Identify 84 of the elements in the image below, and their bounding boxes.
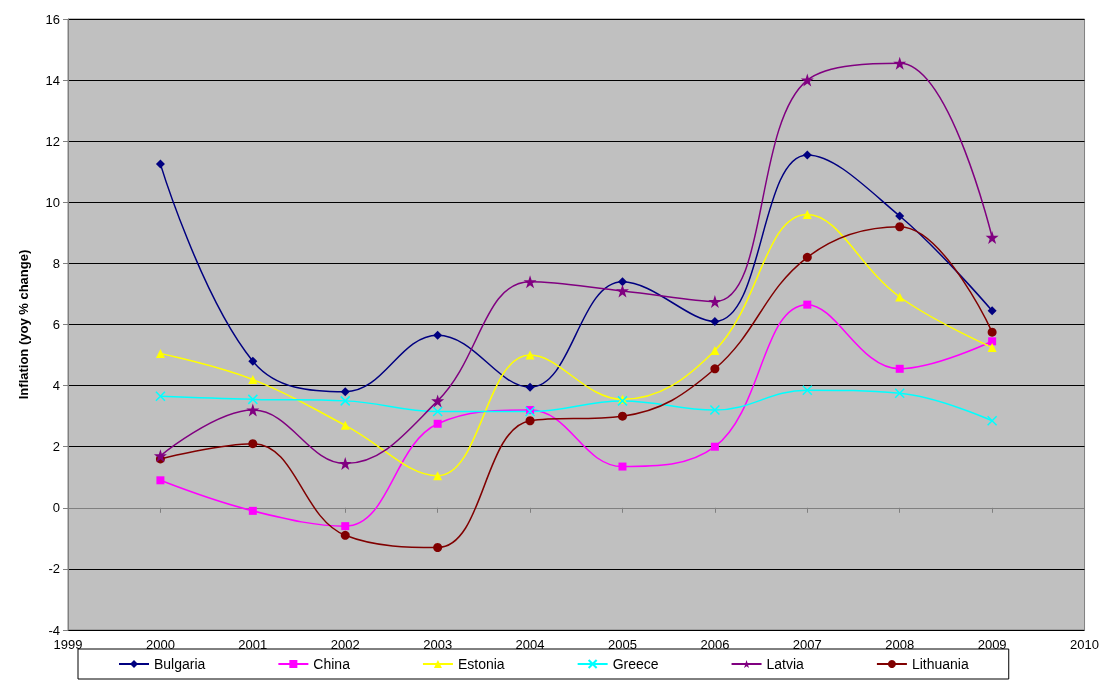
- point: [802, 150, 812, 160]
- point: [340, 387, 350, 397]
- point: [433, 543, 443, 553]
- point: [156, 476, 165, 485]
- point: [895, 211, 905, 221]
- x-tick-label: 2006: [700, 637, 730, 652]
- point: [709, 404, 721, 416]
- point: [155, 391, 166, 402]
- x-tick-label: 2002: [330, 637, 360, 652]
- x-tick-label: 2007: [792, 637, 822, 652]
- point: [340, 530, 350, 540]
- y-tick-label: 16: [45, 11, 60, 27]
- point: [708, 295, 722, 309]
- point: [710, 364, 720, 374]
- point: [895, 364, 904, 373]
- point: [803, 300, 812, 309]
- point: [340, 420, 350, 430]
- point: [246, 403, 260, 417]
- point: [710, 442, 719, 451]
- y-tick-label: 4: [52, 378, 60, 394]
- point: [339, 395, 351, 407]
- x-tick-label: 2009: [977, 637, 1007, 652]
- point: [615, 284, 629, 298]
- point: [155, 159, 165, 169]
- point: [710, 345, 720, 355]
- point: [153, 449, 167, 463]
- point: [341, 522, 350, 531]
- y-tick-label: 6: [52, 317, 60, 332]
- point: [986, 415, 998, 426]
- x-tick-label: 2005: [608, 637, 637, 652]
- y-axis-title: Inflation (yoy % change): [16, 249, 31, 400]
- y-tick-label: -2: [48, 561, 60, 577]
- point: [617, 411, 627, 421]
- point: [802, 210, 812, 220]
- point: [433, 419, 442, 428]
- x-tick-label: 2010: [1070, 637, 1099, 652]
- y-tick-label: 0: [52, 500, 60, 516]
- point: [985, 230, 999, 244]
- y-tick-label: 14: [45, 72, 60, 88]
- point: [248, 439, 258, 449]
- point: [800, 73, 814, 87]
- legend-label: Bulgaria: [154, 656, 206, 672]
- point: [987, 342, 997, 352]
- point: [432, 406, 443, 417]
- point: [895, 222, 905, 232]
- y-tick-label: 10: [45, 194, 60, 210]
- x-tick-label: 2003: [423, 637, 453, 652]
- point: [617, 277, 627, 287]
- x-tick-label: 2004: [515, 637, 545, 652]
- y-tick-label: 8: [52, 255, 60, 271]
- point: [525, 350, 535, 360]
- point: [987, 327, 997, 337]
- point: [893, 56, 907, 70]
- point: [248, 506, 257, 515]
- point: [523, 275, 537, 289]
- legend-label: Lithuania: [911, 656, 969, 672]
- point: [433, 330, 443, 340]
- y-tick-label: 2: [52, 439, 60, 455]
- point: [525, 382, 535, 392]
- point: [802, 384, 813, 396]
- legend-label: Latvia: [766, 656, 805, 672]
- legend-label: China: [313, 656, 351, 672]
- x-tick-label: 2000: [145, 637, 175, 652]
- point: [431, 394, 445, 408]
- point: [247, 394, 259, 405]
- y-tick-label: -4: [48, 622, 60, 638]
- point: [618, 462, 627, 471]
- point: [710, 316, 720, 326]
- point: [525, 416, 535, 426]
- point: [338, 457, 352, 470]
- legend-label: Estonia: [457, 656, 505, 672]
- point: [987, 306, 997, 316]
- point: [988, 337, 997, 346]
- point: [894, 387, 905, 399]
- legend-label: Greece: [612, 656, 659, 672]
- x-tick-label: 2001: [238, 637, 268, 652]
- point: [802, 252, 812, 262]
- x-tick-label: 2008: [885, 637, 915, 652]
- point: [155, 349, 165, 359]
- point: [248, 374, 258, 384]
- point: [248, 356, 258, 366]
- x-tick-label: 1999: [53, 637, 83, 652]
- point: [895, 292, 905, 302]
- y-tick-label: 12: [45, 133, 60, 149]
